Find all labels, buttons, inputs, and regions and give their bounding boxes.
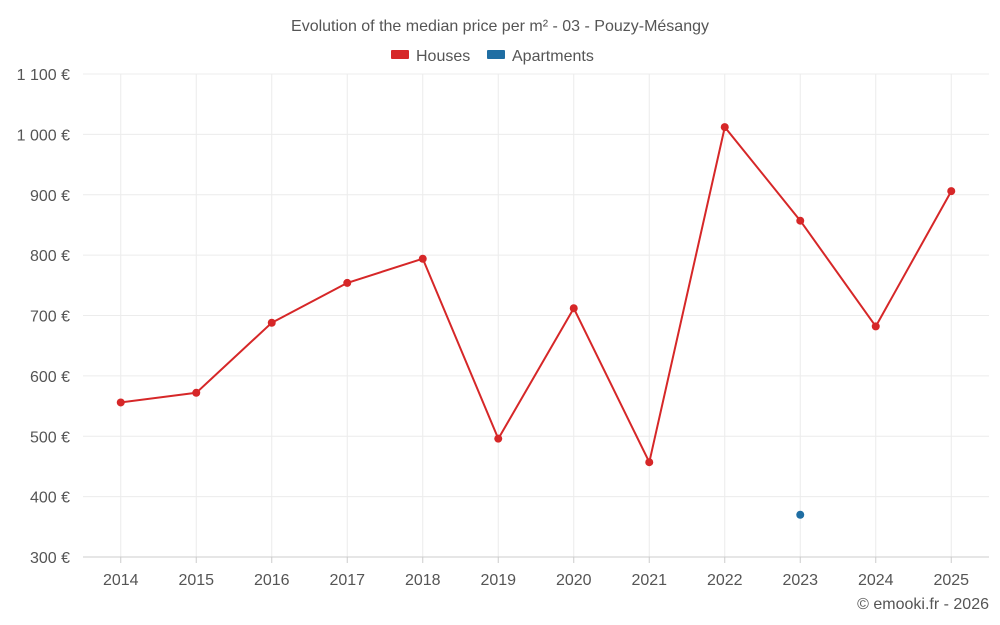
x-tick-label: 2017 [329, 572, 365, 589]
x-tick-label: 2015 [178, 572, 214, 589]
x-tick-label: 2018 [405, 572, 441, 589]
legend-label-houses: Houses [416, 48, 470, 65]
data-point-houses-2022[interactable] [721, 123, 729, 131]
y-tick-label: 700 € [30, 309, 70, 326]
series-line-houses [121, 127, 952, 462]
x-tick-label: 2014 [103, 572, 139, 589]
legend-label-apartments: Apartments [512, 48, 594, 65]
data-point-apartments-2023[interactable] [796, 511, 804, 519]
x-axis: 2014 2015 2016 2017 2018 2019 2020 2021 2022 2023… [83, 557, 989, 589]
y-tick-label: 500 € [30, 429, 70, 446]
credit-text: © emooki.fr - 2026 [857, 596, 989, 613]
x-tick-label: 2020 [556, 572, 592, 589]
data-point-houses-2019[interactable] [494, 435, 502, 443]
y-tick-label: 400 € [30, 490, 70, 507]
chart-title: Evolution of the median price per m² - 0… [291, 18, 709, 35]
x-tick-label: 2024 [858, 572, 894, 589]
y-tick-label: 1 000 € [17, 127, 70, 144]
legend: Houses Apartments [391, 48, 594, 65]
median-price-chart: Evolution of the median price per m² - 0… [0, 0, 1000, 625]
y-tick-label: 800 € [30, 248, 70, 265]
y-tick-label: 600 € [30, 369, 70, 386]
y-axis: 300 € 400 € 500 € 600 € 700 € 800 € 900 € 1 000… [17, 67, 70, 567]
x-tick-label: 2019 [480, 572, 516, 589]
legend-item-apartments[interactable]: Apartments [487, 48, 594, 65]
x-tick-label: 2022 [707, 572, 743, 589]
data-point-houses-2014[interactable] [117, 398, 125, 406]
data-point-houses-2018[interactable] [419, 255, 427, 263]
data-point-houses-2020[interactable] [570, 304, 578, 312]
data-point-houses-2021[interactable] [645, 458, 653, 466]
data-point-houses-2016[interactable] [268, 319, 276, 327]
y-tick-label: 300 € [30, 550, 70, 567]
legend-item-houses[interactable]: Houses [391, 48, 470, 65]
x-tick-label: 2016 [254, 572, 290, 589]
y-tick-label: 900 € [30, 188, 70, 205]
data-point-houses-2023[interactable] [796, 217, 804, 225]
data-point-houses-2015[interactable] [192, 389, 200, 397]
data-point-houses-2024[interactable] [872, 322, 880, 330]
legend-swatch-houses [391, 50, 409, 59]
y-tick-label: 1 100 € [17, 67, 70, 84]
x-tick-label: 2025 [933, 572, 969, 589]
x-tick-label: 2023 [782, 572, 818, 589]
data-point-houses-2017[interactable] [343, 279, 351, 287]
series [117, 123, 956, 519]
x-tick-label: 2021 [631, 572, 667, 589]
legend-swatch-apartments [487, 50, 505, 59]
grid [83, 74, 989, 557]
data-point-houses-2025[interactable] [947, 187, 955, 195]
